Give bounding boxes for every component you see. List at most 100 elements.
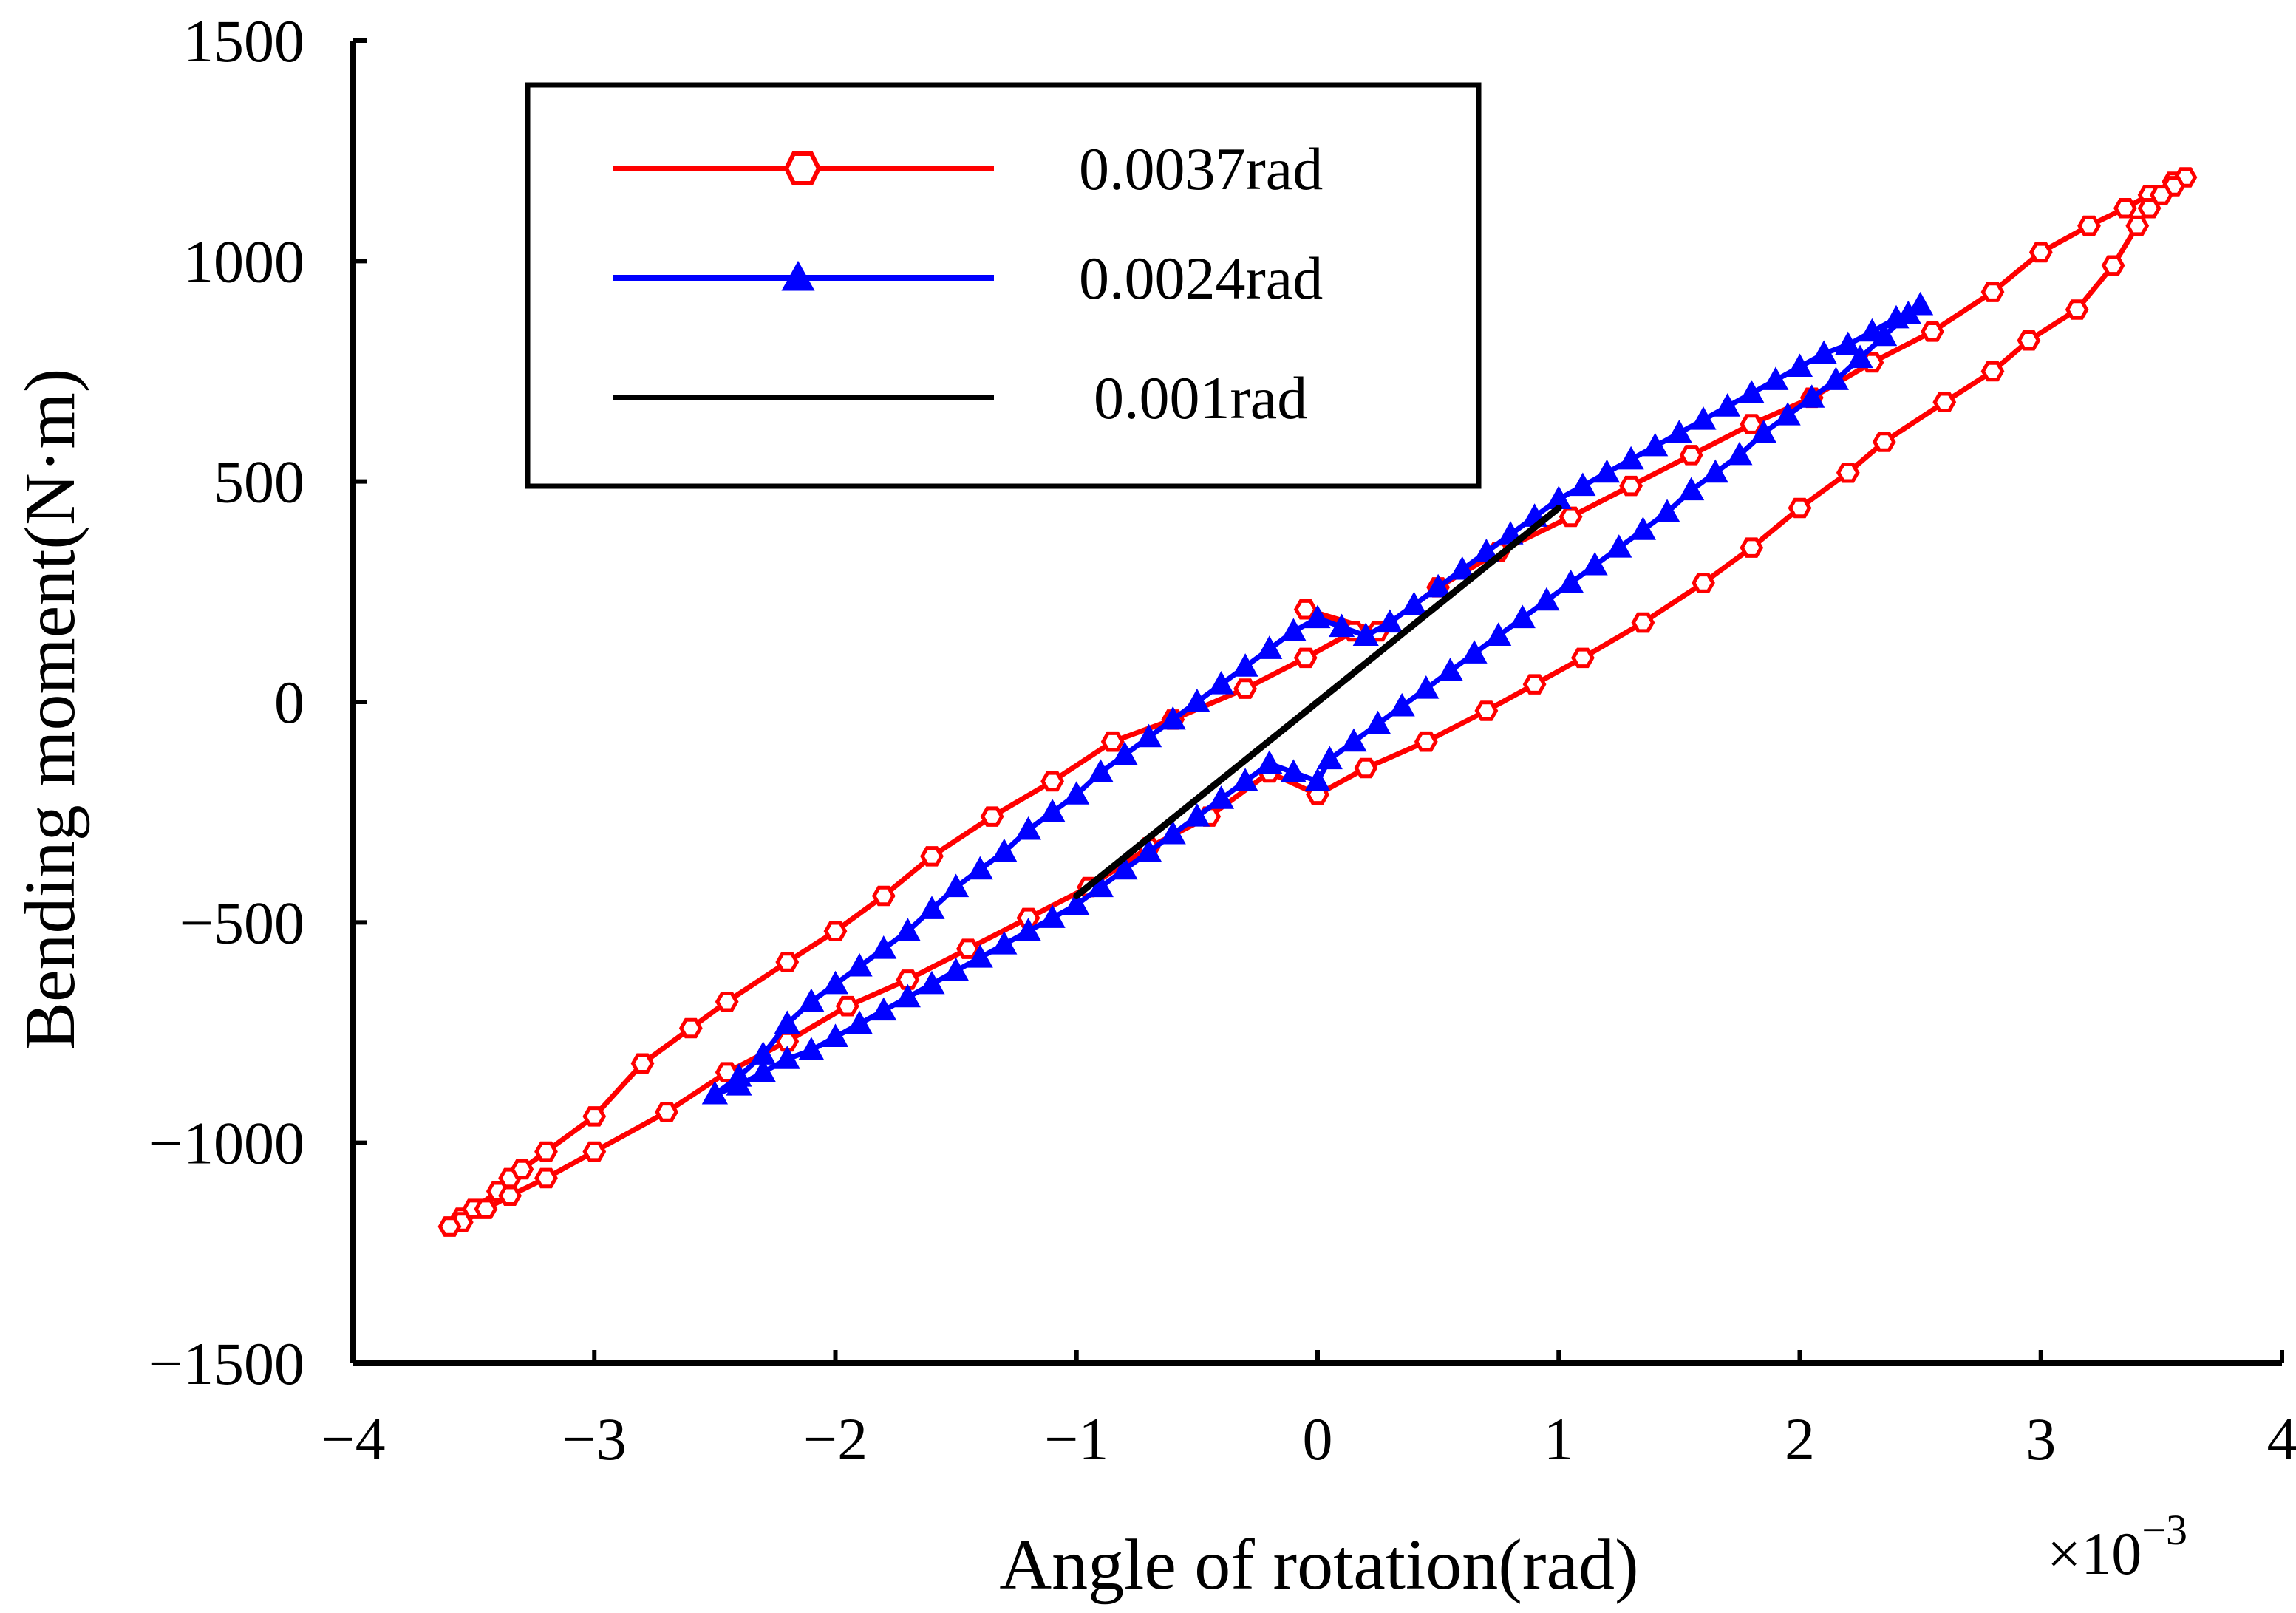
- data-point: [1293, 647, 1318, 669]
- data-point: [1690, 406, 1717, 430]
- data-point: [967, 944, 993, 968]
- x-multiplier: ×10−3: [2047, 1506, 2187, 1587]
- data-point: [894, 918, 921, 941]
- data-point: [1377, 609, 1403, 633]
- data-point: [1786, 353, 1813, 378]
- data-point: [894, 983, 921, 1008]
- data-point: [1522, 674, 1547, 695]
- legend: 0.0037rad 0.0024rad 0.001rad: [525, 82, 1482, 489]
- data-point: [1774, 402, 1801, 426]
- data-point: [1304, 768, 1331, 791]
- series-0.0037rad: [437, 167, 2198, 1237]
- data-point: [798, 1037, 825, 1060]
- data-point: [2077, 215, 2101, 236]
- data-point: [1762, 366, 1789, 390]
- data-point: [835, 995, 859, 1017]
- data-point: [1159, 820, 1186, 845]
- data-point: [1619, 475, 1643, 497]
- data-point: [2137, 198, 2162, 219]
- data-point: [1329, 613, 1355, 638]
- data-point: [1413, 675, 1440, 699]
- data-point: [774, 1046, 800, 1069]
- data-point: [1040, 771, 1064, 792]
- data-point: [1207, 785, 1235, 809]
- legend-label-0037rad: 0.0037rad: [1079, 135, 1323, 202]
- data-point: [1678, 477, 1705, 501]
- data-point: [1280, 759, 1307, 782]
- data-point: [1740, 537, 1764, 558]
- data-point: [2150, 185, 2173, 205]
- data-point: [1485, 622, 1512, 646]
- data-point: [1449, 556, 1476, 580]
- data-point: [2101, 255, 2125, 276]
- x-tick-label: 3: [2026, 1405, 2056, 1473]
- data-point: [1316, 746, 1343, 770]
- legend-label-001rad: 0.001rad: [1094, 364, 1307, 432]
- data-point: [437, 1216, 462, 1237]
- x-tick-label: 0: [1303, 1405, 1333, 1473]
- data-point: [1111, 856, 1138, 880]
- data-point: [1473, 539, 1499, 562]
- data-point: [582, 1106, 607, 1127]
- x-ticks: −4 −3 −2 −1 0 1 2 3 4: [321, 1350, 2296, 1473]
- data-point: [2113, 198, 2137, 219]
- data-point: [498, 1185, 522, 1206]
- data-point: [871, 935, 897, 959]
- data-point: [920, 846, 944, 867]
- data-point: [1232, 768, 1258, 791]
- data-point: [871, 997, 897, 1021]
- y-tick-label: 500: [214, 449, 304, 516]
- data-point: [1015, 816, 1042, 840]
- plot-series: [437, 167, 2198, 1237]
- data-point: [1233, 678, 1257, 699]
- data-point: [1509, 604, 1536, 629]
- y-tick-label: −1500: [149, 1330, 304, 1397]
- data-point: [1629, 516, 1656, 540]
- data-point: [1642, 432, 1669, 457]
- data-point: [1835, 331, 1861, 355]
- data-point: [1461, 640, 1488, 664]
- data-point: [1304, 604, 1331, 629]
- data-point: [1558, 569, 1584, 593]
- data-point: [1341, 728, 1367, 752]
- data-point: [1256, 635, 1283, 659]
- data-point: [1799, 384, 1825, 408]
- data-point: [823, 921, 848, 941]
- data-point: [1570, 472, 1596, 497]
- legend-box: [525, 82, 1482, 489]
- series-0.001rad: [1073, 504, 1562, 900]
- data-point: [630, 1053, 655, 1074]
- data-point: [1836, 463, 1860, 483]
- data-point: [1063, 891, 1090, 915]
- data-point: [1111, 741, 1138, 765]
- data-point: [822, 970, 849, 995]
- data-point: [1352, 622, 1379, 646]
- data-point: [1136, 838, 1162, 862]
- data-point: [1207, 671, 1235, 695]
- data-point: [980, 806, 1004, 827]
- data-point: [1726, 441, 1753, 466]
- data-point: [1425, 573, 1451, 598]
- data-point: [1593, 459, 1621, 483]
- series-line: [1073, 504, 1562, 900]
- y-tick-label: −500: [180, 889, 304, 956]
- data-point: [474, 1198, 498, 1219]
- data-point: [1907, 291, 1934, 316]
- data-point: [726, 1072, 752, 1096]
- data-point: [943, 957, 970, 981]
- x-tick-label: −2: [803, 1405, 868, 1473]
- data-point: [919, 896, 945, 919]
- data-point: [1400, 591, 1428, 615]
- data-point: [701, 1080, 728, 1105]
- legend-entry-001rad: 0.001rad: [613, 364, 1307, 432]
- data-point: [582, 1141, 607, 1162]
- data-point: [510, 1159, 534, 1180]
- data-point: [1980, 282, 2005, 302]
- data-point: [919, 970, 945, 995]
- data-point: [1606, 534, 1632, 558]
- data-point: [1039, 904, 1066, 928]
- data-point: [1788, 497, 1812, 519]
- data-point: [655, 1102, 678, 1122]
- x-tick-label: 2: [1785, 1405, 1815, 1473]
- data-point: [1871, 322, 1898, 347]
